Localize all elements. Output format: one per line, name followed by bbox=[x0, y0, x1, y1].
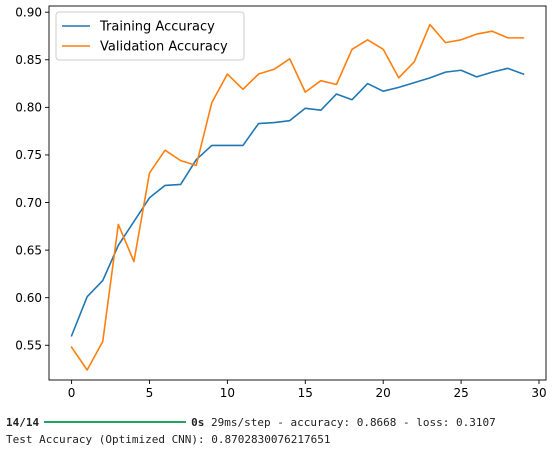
y-tick-label: 0.90 bbox=[15, 5, 42, 19]
training-progress-line: 14/14 0s 29ms/step - accuracy: 0.8668 - l… bbox=[6, 416, 496, 430]
step-metrics: 29ms/step - accuracy: 0.8668 - loss: 0.3… bbox=[204, 416, 496, 429]
legend-box bbox=[55, 11, 245, 61]
progress-bar bbox=[44, 421, 187, 423]
x-tick-label: 30 bbox=[531, 386, 546, 400]
legend-label-training: Training Accuracy bbox=[99, 20, 215, 35]
y-tick-label: 0.60 bbox=[15, 291, 42, 305]
plot-frame bbox=[48, 5, 547, 381]
y-tick-label: 0.80 bbox=[15, 101, 42, 115]
y-tick-label: 0.65 bbox=[15, 243, 42, 257]
series-line-validation bbox=[70, 23, 525, 371]
step-count: 14/14 bbox=[6, 416, 40, 429]
x-tick-label: 25 bbox=[453, 386, 468, 400]
y-tick-label: 0.75 bbox=[15, 148, 42, 162]
accuracy-line-chart: 0 5 10 15 20 25 30 0.55 0.60 0.65 0.70 0.75 0.80 0.85… bbox=[15, 5, 547, 400]
y-tick-label: 0.55 bbox=[15, 339, 42, 353]
legend-label-validation: Validation Accuracy bbox=[100, 40, 228, 55]
x-tick-label: 0 bbox=[68, 386, 76, 400]
y-tick-label: 0.70 bbox=[15, 196, 42, 210]
series-line-training bbox=[70, 67, 525, 337]
x-tick-label: 10 bbox=[220, 386, 235, 400]
y-tick-label: 0.85 bbox=[15, 53, 42, 67]
x-tick-label: 5 bbox=[146, 386, 154, 400]
x-tick-label: 20 bbox=[376, 386, 391, 400]
x-tick-label: 15 bbox=[298, 386, 313, 400]
step-time: 0s bbox=[191, 416, 205, 429]
test-accuracy-line: Test Accuracy (Optimized CNN): 0.8702830… bbox=[6, 433, 331, 446]
